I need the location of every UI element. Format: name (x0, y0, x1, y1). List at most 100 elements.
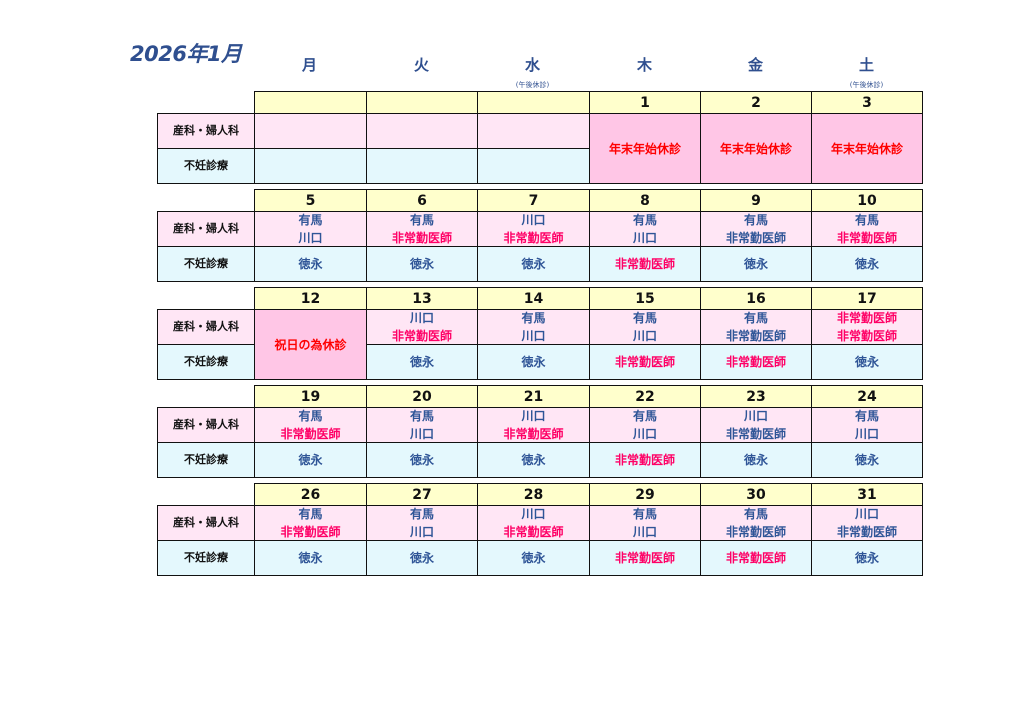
doctor-name: 有馬 (632, 213, 657, 227)
doctor-name: 徳永 (854, 453, 879, 467)
doctor-name: 川口 (409, 427, 434, 441)
date-cell: 13 (366, 287, 478, 310)
fertility-cell: 徳永 (811, 442, 923, 478)
date-number: 22 (635, 388, 655, 405)
row-label-text: 不妊診療 (184, 355, 228, 368)
date-number: 27 (412, 486, 432, 503)
weekday-header: 木 (636, 56, 652, 74)
date-number: 29 (635, 486, 655, 503)
doctor-name: 徳永 (298, 551, 323, 565)
doctor-name: 徳永 (409, 257, 434, 271)
doctor-name: 非常勤医師 (725, 231, 786, 245)
doctor-name: 川口 (521, 213, 546, 227)
obstetrics-cell: 川口 非常勤医師 (477, 407, 590, 443)
obstetrics-cell: 有馬 非常勤医師 (366, 211, 478, 247)
doctor-name: 有馬 (743, 311, 768, 325)
closed-notice: 年末年始休診 (719, 141, 792, 156)
date-cell: 5 (254, 189, 367, 212)
closed-notice: 年末年始休診 (830, 141, 903, 156)
date-number: 3 (862, 94, 872, 111)
closed-notice: 年末年始休診 (608, 141, 681, 156)
fertility-cell: 徳永 (811, 344, 923, 380)
doctor-name: 非常勤医師 (280, 427, 341, 441)
date-number: 23 (746, 388, 766, 405)
doctor-name: 徳永 (521, 257, 546, 271)
doctor-name: 非常勤医師 (614, 257, 675, 271)
date-cell: 17 (811, 287, 923, 310)
fertility-cell: 徳永 (477, 344, 590, 380)
obstetrics-cell: 有馬 非常勤医師 (700, 211, 812, 247)
date-cell: 19 (254, 385, 367, 408)
doctor-name: 非常勤医師 (725, 551, 786, 565)
fertility-cell: 非常勤医師 (589, 344, 701, 380)
page-title: 2026年1月 (130, 42, 242, 66)
fertility-cell: 徳永 (477, 246, 590, 282)
obstetrics-cell: 有馬 非常勤医師 (254, 505, 367, 541)
row-label-obstetrics: 産科・婦人科 (157, 407, 255, 443)
row-label-fertility: 不妊診療 (157, 148, 255, 184)
doctor-name: 有馬 (632, 311, 657, 325)
doctor-name: 徳永 (743, 453, 768, 467)
obstetrics-cell: 有馬 川口 (811, 407, 923, 443)
row-label-text: 不妊診療 (184, 159, 228, 172)
doctor-name: 非常勤医師 (280, 525, 341, 539)
closed-cell: 年末年始休診 (811, 113, 923, 184)
row-label-text: 不妊診療 (184, 551, 228, 564)
doctor-name: 非常勤医師 (836, 231, 897, 245)
date-number: 30 (746, 486, 766, 503)
date-cell: 14 (477, 287, 590, 310)
date-number: 16 (746, 290, 766, 307)
date-cell: 16 (700, 287, 812, 310)
doctor-name: 有馬 (632, 409, 657, 423)
obstetrics-cell: 有馬 非常勤医師 (700, 309, 812, 345)
fertility-cell: 徳永 (254, 540, 367, 576)
doctor-name: 川口 (521, 329, 546, 343)
weekday-note: (午後休診) (849, 81, 884, 89)
date-number: 8 (640, 192, 650, 209)
doctor-name: 徳永 (298, 257, 323, 271)
doctor-name: 非常勤医師 (614, 453, 675, 467)
doctor-name: 有馬 (632, 507, 657, 521)
doctor-name: 徳永 (409, 453, 434, 467)
doctor-name: 徳永 (854, 551, 879, 565)
doctor-name: 徳永 (298, 453, 323, 467)
row-label-obstetrics: 産科・婦人科 (157, 505, 255, 541)
doctor-name: 川口 (521, 507, 546, 521)
fertility-cell (477, 148, 590, 184)
doctor-name: 非常勤医師 (503, 427, 564, 441)
fertility-cell (254, 148, 367, 184)
doctor-name: 非常勤医師 (836, 329, 897, 343)
date-cell: 2 (700, 91, 812, 114)
date-number: 14 (523, 290, 544, 307)
fertility-cell: 徳永 (477, 442, 590, 478)
doctor-name: 非常勤医師 (725, 355, 786, 369)
date-number: 24 (857, 388, 877, 405)
weekday-header: 月 (301, 56, 317, 74)
row-label-text: 産科・婦人科 (173, 124, 239, 137)
fertility-cell: 徳永 (366, 246, 478, 282)
obstetrics-cell: 川口 非常勤医師 (811, 505, 923, 541)
doctor-name: 有馬 (743, 213, 768, 227)
obstetrics-cell (254, 113, 367, 149)
fertility-cell: 非常勤医師 (700, 344, 812, 380)
doctor-name: 川口 (409, 311, 434, 325)
closed-notice: 祝日の為休診 (274, 337, 347, 352)
date-cell: 28 (477, 483, 590, 506)
date-number: 12 (300, 290, 321, 307)
fertility-cell: 非常勤医師 (700, 540, 812, 576)
closed-cell: 年末年始休診 (589, 113, 701, 184)
row-label-obstetrics: 産科・婦人科 (157, 113, 255, 149)
obstetrics-cell: 有馬 川口 (254, 211, 367, 247)
row-label-fertility: 不妊診療 (157, 246, 255, 282)
doctor-name: 徳永 (743, 257, 768, 271)
fertility-cell: 非常勤医師 (589, 246, 701, 282)
row-label-fertility: 不妊診療 (157, 442, 255, 478)
obstetrics-cell: 有馬 川口 (589, 407, 701, 443)
doctor-name: 有馬 (743, 507, 768, 521)
date-cell: 21 (477, 385, 590, 408)
fertility-cell: 非常勤医師 (589, 442, 701, 478)
doctor-name: 徳永 (521, 453, 546, 467)
date-number: 21 (523, 388, 544, 405)
doctor-name: 川口 (632, 525, 657, 539)
